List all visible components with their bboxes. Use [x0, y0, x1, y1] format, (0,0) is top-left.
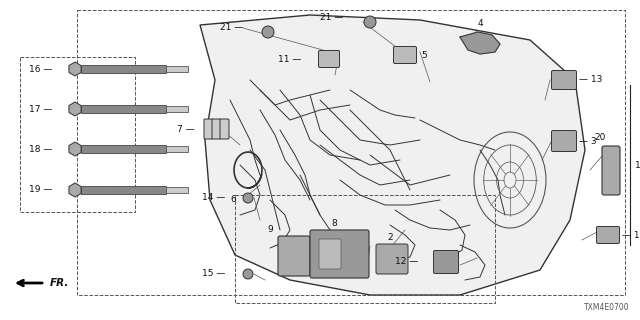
Bar	[81, 186, 166, 194]
Bar	[81, 65, 166, 73]
Text: 4: 4	[477, 20, 483, 28]
Text: 1: 1	[635, 161, 640, 170]
Text: 21 —: 21 —	[220, 23, 243, 33]
Bar	[77, 10, 625, 295]
Circle shape	[243, 269, 253, 279]
Text: 18 —: 18 —	[29, 145, 52, 154]
Text: — 13: — 13	[579, 76, 602, 84]
Text: TXM4E0700: TXM4E0700	[584, 303, 630, 312]
Bar	[20, 57, 135, 212]
FancyBboxPatch shape	[596, 227, 620, 244]
Bar	[81, 145, 166, 153]
Bar	[166, 66, 188, 72]
FancyBboxPatch shape	[310, 230, 369, 278]
Bar	[81, 105, 166, 113]
FancyBboxPatch shape	[552, 131, 577, 151]
FancyBboxPatch shape	[220, 119, 229, 139]
FancyBboxPatch shape	[319, 51, 339, 68]
Polygon shape	[460, 32, 500, 54]
Bar	[235, 195, 495, 303]
Text: 2: 2	[387, 234, 393, 243]
FancyBboxPatch shape	[319, 239, 341, 269]
Text: 19 —: 19 —	[29, 186, 52, 195]
Circle shape	[262, 26, 274, 38]
Text: 15 —: 15 —	[202, 269, 225, 278]
Circle shape	[243, 193, 253, 203]
Text: — 10: — 10	[622, 230, 640, 239]
Text: 11 —: 11 —	[278, 54, 301, 63]
Text: 14 —: 14 —	[202, 194, 225, 203]
FancyBboxPatch shape	[204, 119, 213, 139]
Text: 21 —: 21 —	[320, 13, 343, 22]
Text: 5: 5	[421, 51, 427, 60]
Text: 7 —: 7 —	[177, 124, 195, 133]
Polygon shape	[200, 15, 585, 295]
Text: 9: 9	[267, 226, 273, 235]
FancyBboxPatch shape	[602, 146, 620, 195]
Text: 8: 8	[331, 220, 337, 228]
Circle shape	[364, 16, 376, 28]
Bar	[166, 187, 188, 193]
Text: 6: 6	[230, 196, 236, 204]
Text: — 3: — 3	[579, 137, 596, 146]
FancyBboxPatch shape	[376, 244, 408, 274]
Bar	[166, 106, 188, 112]
FancyBboxPatch shape	[394, 46, 417, 63]
Text: 16 —: 16 —	[29, 65, 52, 74]
Text: 12 —: 12 —	[395, 258, 419, 267]
FancyBboxPatch shape	[552, 70, 577, 90]
FancyBboxPatch shape	[433, 251, 458, 274]
FancyBboxPatch shape	[212, 119, 221, 139]
Text: 17 —: 17 —	[29, 105, 52, 114]
Text: FR.: FR.	[50, 278, 69, 288]
FancyBboxPatch shape	[278, 236, 310, 276]
Text: 20: 20	[595, 133, 605, 142]
Bar	[166, 146, 188, 152]
